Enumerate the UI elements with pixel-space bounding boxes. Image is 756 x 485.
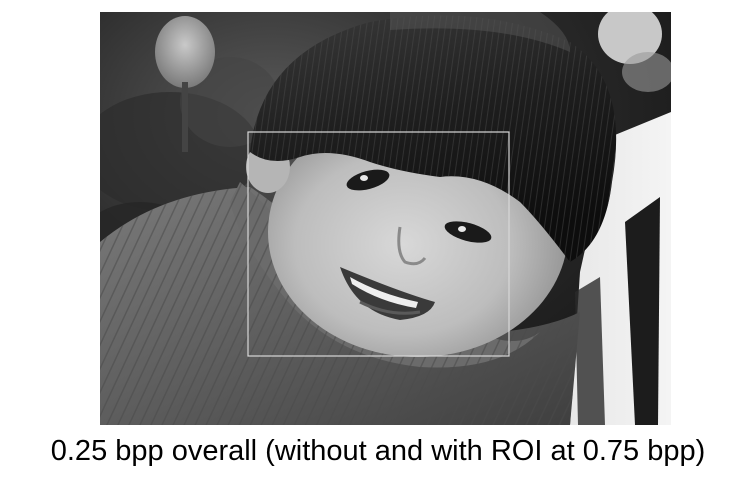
child-photo [100, 12, 671, 425]
figure-caption: 0.25 bpp overall (without and with ROI a… [50, 435, 706, 467]
